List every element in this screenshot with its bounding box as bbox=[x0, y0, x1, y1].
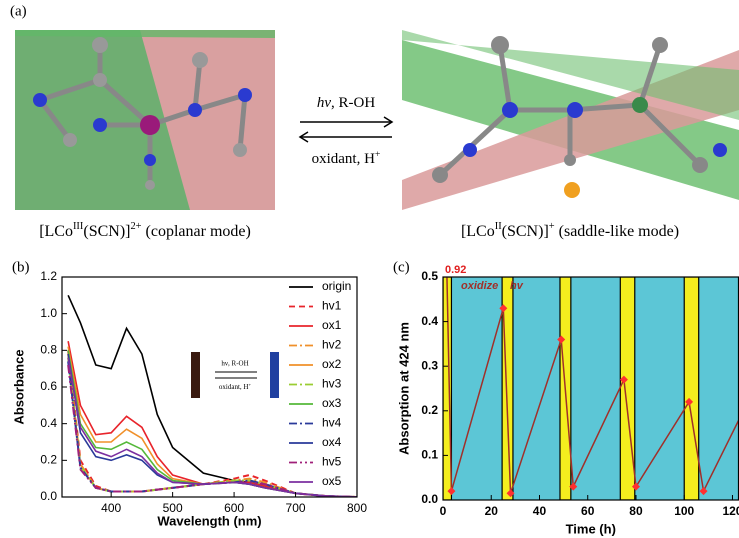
y-tick-label: 0.3 bbox=[421, 358, 438, 372]
y-axis-title: Absorbance bbox=[11, 349, 26, 424]
caption-part: + bbox=[375, 149, 381, 160]
annotation: oxidize bbox=[461, 280, 498, 292]
legend-label: hv2 bbox=[322, 338, 342, 352]
caption-part: 2+ bbox=[130, 221, 141, 232]
y-tick-label: 0.4 bbox=[40, 416, 57, 430]
data-label: 0.92 bbox=[445, 264, 466, 276]
inset-vial-before bbox=[191, 352, 200, 398]
x-tick-label: 100 bbox=[674, 504, 694, 518]
y-tick-label: 0.0 bbox=[421, 492, 438, 506]
annotation: hv bbox=[510, 280, 524, 292]
x-tick-label: 700 bbox=[286, 501, 306, 515]
legend-label: ox2 bbox=[322, 357, 342, 371]
panel-label: (b) bbox=[12, 259, 30, 275]
band bbox=[620, 277, 634, 500]
legend-label: hv3 bbox=[322, 377, 342, 391]
right-structure bbox=[402, 30, 739, 210]
caption: [LCoIII(SCN)]2+ (coplanar mode) bbox=[39, 221, 251, 240]
caption-part: , R-OH bbox=[331, 95, 375, 111]
caption: hν, R-OH bbox=[317, 95, 376, 111]
legend-label: ox1 bbox=[322, 318, 342, 332]
y-tick-label: 0.2 bbox=[421, 403, 438, 417]
x-axis-title: Time (h) bbox=[566, 521, 616, 536]
legend-label: origin bbox=[322, 279, 351, 293]
caption: oxidant, H+ bbox=[312, 149, 381, 168]
legend-label: ox5 bbox=[322, 474, 342, 488]
caption-part: (SCN)] bbox=[83, 223, 130, 240]
caption: oxidant, H+ bbox=[219, 382, 252, 391]
legend-label: ox4 bbox=[322, 435, 342, 449]
y-tick-label: 0.6 bbox=[40, 379, 57, 393]
x-tick-label: 800 bbox=[347, 501, 367, 515]
left-structure bbox=[15, 30, 275, 210]
figure: (a) hν, R-OHoxidant, H+[LCoIII(SCN)]2+ (… bbox=[0, 0, 739, 538]
x-tick-label: 40 bbox=[533, 504, 547, 518]
caption-part: [LCo bbox=[39, 223, 73, 240]
inset-text: hν, R-OH bbox=[221, 360, 248, 368]
caption-part: [LCo bbox=[461, 223, 495, 240]
legend-label: hv4 bbox=[322, 416, 342, 430]
band bbox=[684, 277, 698, 500]
x-tick-label: 0 bbox=[440, 504, 447, 518]
x-tick-label: 60 bbox=[581, 504, 595, 518]
reaction-arrows bbox=[300, 117, 392, 142]
y-tick-label: 0.8 bbox=[40, 343, 57, 357]
y-tick-label: 0.2 bbox=[40, 453, 57, 467]
inset-vial-after bbox=[270, 352, 279, 398]
x-tick-label: 120 bbox=[722, 504, 739, 518]
caption-part: (coplanar mode) bbox=[142, 223, 251, 240]
legend-label: hv5 bbox=[322, 455, 342, 469]
x-tick-label: 20 bbox=[485, 504, 499, 518]
y-tick-label: 1.2 bbox=[40, 269, 57, 283]
panel-label: (c) bbox=[393, 259, 410, 275]
caption-part: oxidant, H bbox=[219, 383, 249, 391]
y-tick-label: 0.0 bbox=[40, 489, 57, 503]
y-tick-label: 1.0 bbox=[40, 306, 57, 320]
legend-label: ox3 bbox=[322, 396, 342, 410]
caption-part: hν bbox=[317, 95, 332, 111]
caption-part: oxidant, H bbox=[312, 151, 375, 167]
caption: [LCoII(SCN)]+ (saddle-like mode) bbox=[461, 221, 679, 240]
panel-label: (a) bbox=[10, 3, 27, 19]
x-tick-label: 80 bbox=[629, 504, 643, 518]
caption-part: (saddle-like mode) bbox=[555, 223, 679, 240]
y-axis-title: Absorption at 424 nm bbox=[396, 322, 411, 455]
y-tick-label: 0.5 bbox=[421, 269, 438, 283]
x-axis-title: Wavelength (nm) bbox=[157, 513, 261, 528]
y-tick-label: 0.4 bbox=[421, 314, 438, 328]
y-tick-label: 0.1 bbox=[421, 448, 438, 462]
caption-part: + bbox=[248, 382, 251, 387]
x-tick-label: 400 bbox=[101, 501, 121, 515]
caption-part: (SCN)] bbox=[502, 223, 549, 240]
legend-label: hv1 bbox=[322, 299, 342, 313]
caption-part: III bbox=[73, 221, 84, 232]
